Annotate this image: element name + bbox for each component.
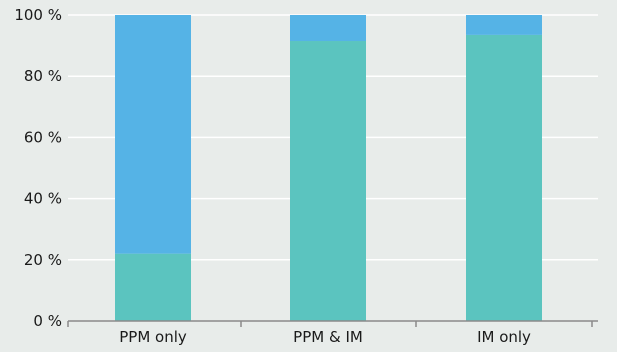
x-category-label: IM only xyxy=(477,328,531,346)
y-tick-label: 0 % xyxy=(33,312,62,330)
bar-segment xyxy=(115,253,191,321)
axes xyxy=(67,320,598,327)
labels: 0 % 20 % 40 % 60 % 80 % 100 % PPM only PPM & IM… xyxy=(14,6,531,346)
y-tick-label: 80 % xyxy=(24,67,62,85)
bar-segment xyxy=(115,15,191,254)
x-category-label: PPM only xyxy=(119,328,187,346)
y-tick-label: 60 % xyxy=(24,128,62,146)
x-category-label: PPM & IM xyxy=(293,328,363,346)
bar-segment xyxy=(466,34,542,321)
y-tick-label: 20 % xyxy=(24,251,62,269)
bars xyxy=(115,15,542,321)
y-tick-label: 40 % xyxy=(24,190,62,208)
bar-segment xyxy=(290,41,366,321)
y-tick-label: 100 % xyxy=(14,6,62,24)
bar-segment xyxy=(466,15,542,35)
bar-segment xyxy=(290,15,366,42)
